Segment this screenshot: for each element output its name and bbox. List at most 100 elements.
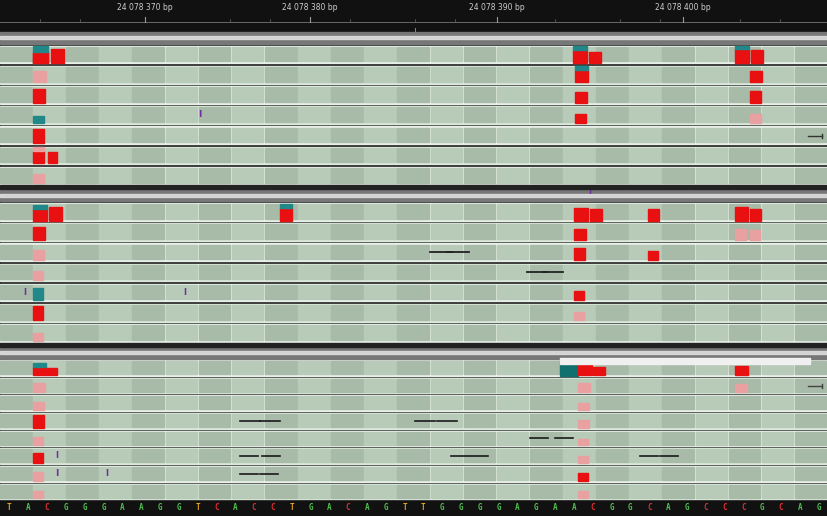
Bar [728,265,759,279]
Text: I: I [55,469,59,478]
Bar [66,432,98,444]
Bar [265,449,296,462]
Bar [430,485,461,497]
Bar [188,501,207,515]
Bar [496,305,528,319]
Bar [529,432,561,444]
Bar [244,501,263,515]
Text: A: A [139,504,143,512]
Text: C: C [590,504,595,512]
Bar [33,89,45,103]
Bar [132,107,164,122]
Bar [574,114,586,123]
Bar [629,325,660,340]
Bar [734,46,748,49]
Bar [33,467,65,480]
Bar [430,414,461,427]
Bar [573,248,585,260]
Bar [430,67,461,82]
Bar [232,224,263,239]
Bar [734,49,748,63]
Bar [0,244,827,261]
Bar [430,325,461,340]
Bar [794,361,825,374]
Bar [529,224,561,239]
Bar [595,432,627,444]
Bar [265,467,296,480]
Bar [526,501,545,515]
Bar [33,250,44,260]
Text: G: G [82,504,87,512]
Bar [496,325,528,340]
Bar [761,67,792,82]
Bar [357,501,375,515]
Bar [232,361,263,374]
Bar [0,189,827,201]
Bar [265,168,296,183]
Bar [562,305,594,319]
Bar [298,107,329,122]
Bar [198,379,230,392]
Bar [99,224,131,239]
Bar [794,245,825,259]
Bar [430,127,461,142]
Bar [562,414,594,427]
Bar [198,285,230,299]
Bar [463,204,495,219]
Bar [595,361,627,374]
Bar [132,467,164,480]
Bar [430,396,461,409]
Bar [562,168,594,183]
Bar [265,148,296,163]
Bar [761,224,792,239]
Text: A: A [796,504,801,512]
Bar [364,325,395,340]
Bar [165,245,197,259]
Bar [198,168,230,183]
Bar [0,432,31,444]
Bar [430,245,461,259]
Bar [496,127,528,142]
Bar [33,402,44,410]
Bar [562,204,594,219]
Bar [761,485,792,497]
Bar [232,467,263,480]
Bar [66,396,98,409]
Bar [761,449,792,462]
Bar [529,414,561,427]
Bar [99,87,131,102]
Bar [662,47,693,61]
Bar [629,467,660,480]
Bar [496,67,528,82]
Bar [749,114,760,123]
Bar [131,501,150,515]
Bar [529,396,561,409]
Bar [0,32,827,44]
Bar [489,501,507,515]
Bar [728,396,759,409]
Bar [734,384,746,392]
Bar [232,485,263,497]
Bar [33,333,43,341]
Bar [662,432,693,444]
Bar [761,432,792,444]
Bar [657,501,676,515]
Bar [99,67,131,82]
Bar [463,285,495,299]
Bar [695,485,726,497]
Bar [397,379,428,392]
Bar [331,87,362,102]
Bar [319,501,338,515]
Bar [629,107,660,122]
Bar [695,87,726,102]
Bar [583,501,601,515]
Bar [198,414,230,427]
Bar [562,325,594,340]
Bar [198,265,230,279]
Bar [48,152,57,163]
Bar [695,305,726,319]
Bar [595,204,627,219]
Bar [496,47,528,61]
Bar [232,325,263,340]
Bar [132,379,164,392]
